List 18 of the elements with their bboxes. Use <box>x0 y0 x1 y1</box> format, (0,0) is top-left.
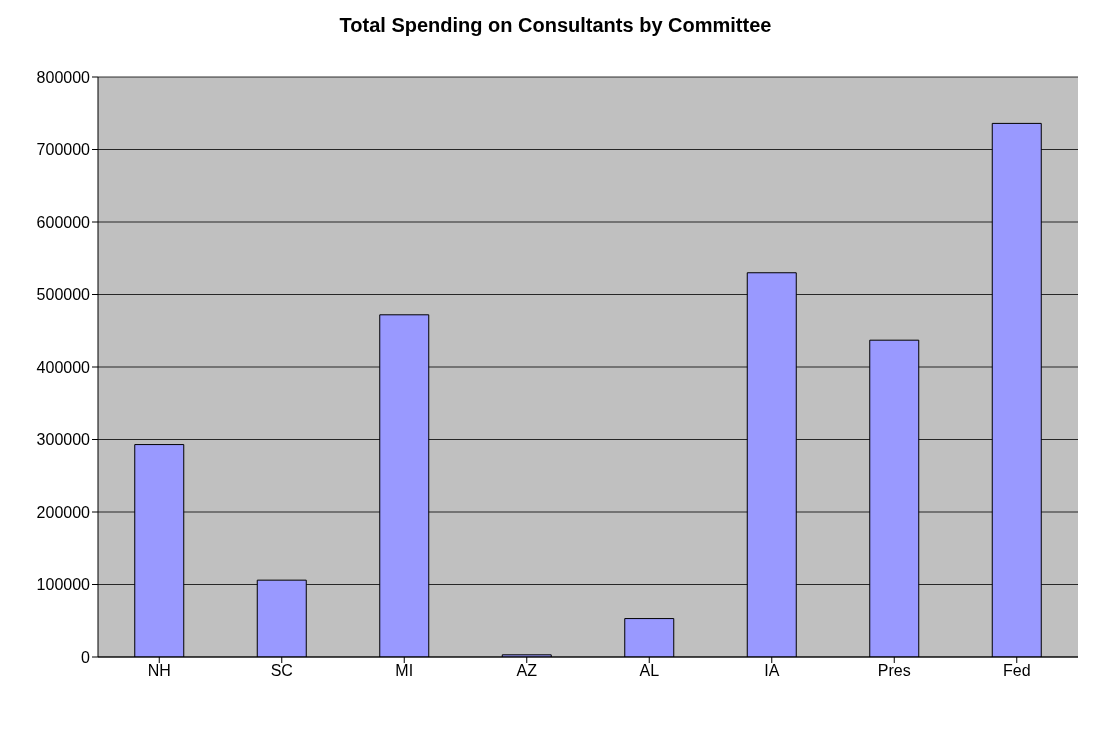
x-tick-label: Pres <box>877 662 911 680</box>
x-tick-label: MI <box>395 662 414 680</box>
y-tick-label: 300000 <box>36 431 91 449</box>
x-tick-label: IA <box>764 662 780 680</box>
chart-title: Total Spending on Consultants by Committee <box>338 14 773 37</box>
y-tick-label: 100000 <box>36 576 91 594</box>
y-tick-label: 600000 <box>36 213 91 231</box>
y-tick-label: 800000 <box>36 68 91 86</box>
x-tick-label: AL <box>639 662 660 680</box>
x-tick-label: AZ <box>516 662 538 680</box>
y-tick-label: 0 <box>81 648 91 666</box>
y-tick-label: 400000 <box>36 358 91 376</box>
y-tick-label: 500000 <box>36 286 91 304</box>
x-tick-label: SC <box>270 662 293 680</box>
y-tick-label: 700000 <box>36 141 91 159</box>
x-tick-label: Fed <box>1002 662 1031 680</box>
y-tick-label: 200000 <box>36 503 91 521</box>
x-tick-label: NH <box>147 662 171 680</box>
